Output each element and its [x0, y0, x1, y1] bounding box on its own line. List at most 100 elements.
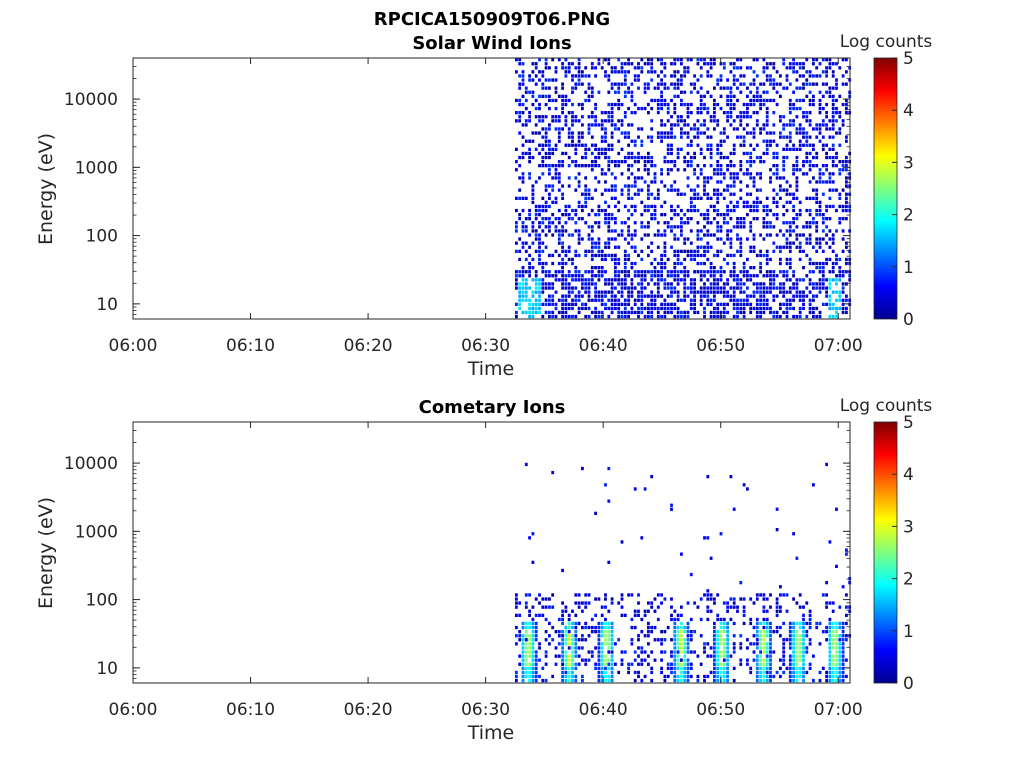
heatmap-cell: [515, 605, 518, 609]
heatmap-cell: [841, 270, 845, 274]
heatmap-cell: [732, 314, 736, 319]
heatmap-cell: [597, 249, 601, 253]
heatmap-cell: [769, 654, 772, 658]
heatmap-cell: [835, 290, 838, 294]
heatmap-cell: [653, 70, 657, 74]
heatmap-cell: [640, 176, 644, 180]
heatmap-cell: [548, 196, 551, 200]
heatmap-cell: [574, 86, 578, 90]
heatmap-cell: [821, 58, 825, 62]
heatmap-cell: [538, 70, 541, 74]
heatmap-cell: [785, 314, 789, 319]
heatmap-cell: [798, 74, 802, 78]
heatmap-cell: [581, 634, 584, 638]
heatmap-cell: [722, 62, 726, 66]
heatmap-cell: [567, 135, 571, 139]
heatmap-cell: [577, 274, 581, 278]
heatmap-cell: [604, 597, 607, 601]
heatmap-cell: [779, 257, 782, 262]
heatmap-cell: [627, 70, 630, 74]
heatmap-cell: [521, 151, 525, 156]
heatmap-cell: [637, 601, 640, 605]
heatmap-cell: [610, 147, 614, 151]
heatmap-cell: [798, 646, 802, 650]
heatmap-cell: [650, 62, 654, 66]
heatmap-cell: [590, 208, 594, 213]
heatmap-cell: [765, 306, 769, 311]
heatmap-cell: [729, 208, 733, 213]
heatmap-cell: [544, 155, 548, 160]
heatmap-cell: [808, 168, 812, 172]
heatmap-cell: [722, 630, 726, 634]
heatmap-cell: [518, 302, 522, 306]
heatmap-cell: [564, 674, 568, 679]
heatmap-cell: [633, 176, 637, 180]
heatmap-cell: [788, 286, 792, 290]
heatmap-cells: [515, 58, 852, 319]
heatmap-cell: [821, 282, 825, 286]
heatmap-cell: [812, 94, 815, 98]
heatmap-cell: [755, 678, 759, 683]
heatmap-cell: [716, 164, 720, 168]
heatmap-cell: [647, 82, 650, 86]
heatmap-cell: [838, 172, 842, 176]
heatmap-cell: [739, 135, 743, 139]
heatmap-cell: [590, 310, 594, 315]
heatmap-cell: [845, 294, 848, 298]
heatmap-cell: [835, 630, 838, 634]
heatmap-cell: [604, 74, 607, 78]
heatmap-cell: [524, 119, 528, 123]
heatmap-cell: [528, 310, 531, 315]
heatmap-cell: [769, 143, 772, 147]
heatmap-cell: [805, 314, 809, 319]
heatmap-cell: [812, 196, 815, 200]
heatmap-cell: [709, 176, 713, 180]
heatmap-cell: [719, 164, 723, 168]
heatmap-cell: [551, 233, 555, 237]
heatmap-cell: [567, 70, 571, 74]
heatmap-cell: [600, 634, 604, 638]
heatmap-cell: [719, 274, 723, 278]
heatmap-cell: [518, 638, 522, 642]
heatmap-cell: [769, 208, 772, 213]
heatmap-cell: [732, 678, 736, 683]
heatmap-cell: [845, 613, 848, 617]
heatmap-cell: [567, 213, 571, 217]
heatmap-cell: [561, 98, 564, 103]
heatmap-cell: [828, 94, 832, 98]
heatmap-cell: [607, 466, 611, 471]
heatmap-cell: [689, 306, 693, 311]
heatmap-cell: [759, 294, 762, 298]
heatmap-cell: [762, 221, 766, 225]
heatmap-cell: [670, 82, 673, 86]
heatmap-cell: [788, 670, 792, 675]
heatmap-cell: [557, 630, 561, 634]
heatmap-cell: [574, 286, 578, 290]
heatmap-cell: [746, 168, 749, 172]
heatmap-cell: [647, 221, 650, 225]
heatmap-cell: [683, 282, 687, 286]
heatmap-cell: [663, 638, 667, 642]
heatmap-cell: [696, 58, 700, 62]
heatmap-cell: [544, 225, 548, 229]
heatmap-cell: [815, 294, 819, 298]
heatmap-cell: [643, 294, 647, 298]
heatmap-cell: [590, 164, 594, 168]
heatmap-cell: [604, 119, 607, 123]
heatmap-cell: [584, 74, 588, 78]
heatmap-cell: [617, 90, 621, 94]
heatmap-cell: [746, 66, 749, 70]
heatmap-cell: [716, 638, 720, 642]
heatmap-cell: [663, 160, 667, 164]
heatmap-cell: [633, 245, 637, 249]
heatmap-cell: [752, 274, 756, 278]
heatmap-cell: [647, 621, 650, 626]
heatmap-cell: [749, 221, 753, 225]
heatmap-cell: [617, 119, 621, 123]
heatmap-cell: [551, 274, 555, 278]
heatmap-cell: [607, 164, 611, 168]
heatmap-cell: [564, 213, 568, 217]
heatmap-cell: [838, 127, 842, 131]
heatmap-cell: [571, 650, 574, 654]
heatmap-cell: [739, 642, 743, 646]
